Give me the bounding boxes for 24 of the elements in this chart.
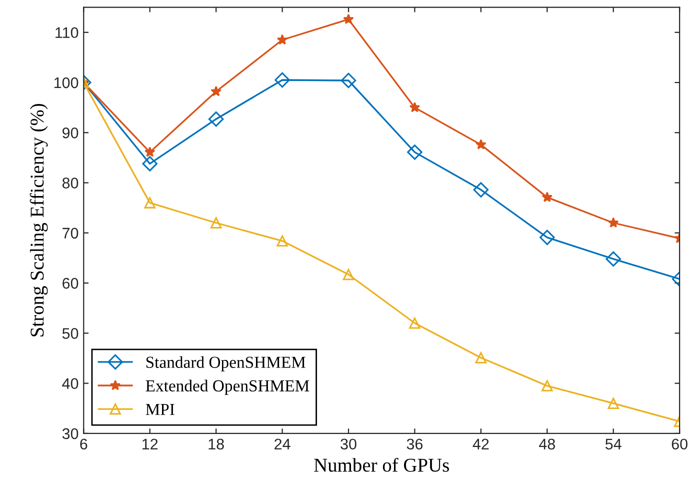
legend-label: Extended OpenSHMEM [146,380,310,395]
x-tick-label: 18 [208,438,224,450]
x-tick-label: 6 [80,438,88,450]
y-tick-label: 100 [54,77,78,88]
x-tick-label: 48 [539,438,555,450]
y-tick-label: 70 [62,228,78,239]
x-tick-label: 36 [406,438,423,450]
x-tick-label: 42 [472,438,489,450]
y-tick-label: 30 [62,428,78,440]
x-tick-label: 54 [605,438,622,450]
y-tick-label: 60 [62,278,78,289]
legend-label: Standard OpenSHMEM [146,356,306,372]
y-tick-label: 50 [62,328,78,339]
x-tick-label: 60 [672,438,688,450]
y-tick-label: 90 [62,128,78,138]
x-axis-title: Number of GPUs [314,458,449,472]
x-tick-label: 24 [274,438,290,450]
y-tick-label: 80 [62,178,78,188]
y-tick-label: 110 [56,27,78,38]
y-tick-label: 40 [62,378,78,389]
y-axis-title: Strong Scaling Efficiency (%) [30,104,48,336]
x-tick-label: 30 [340,438,356,450]
legend-label: MPI [146,404,174,415]
x-tick-label: 12 [142,438,158,450]
